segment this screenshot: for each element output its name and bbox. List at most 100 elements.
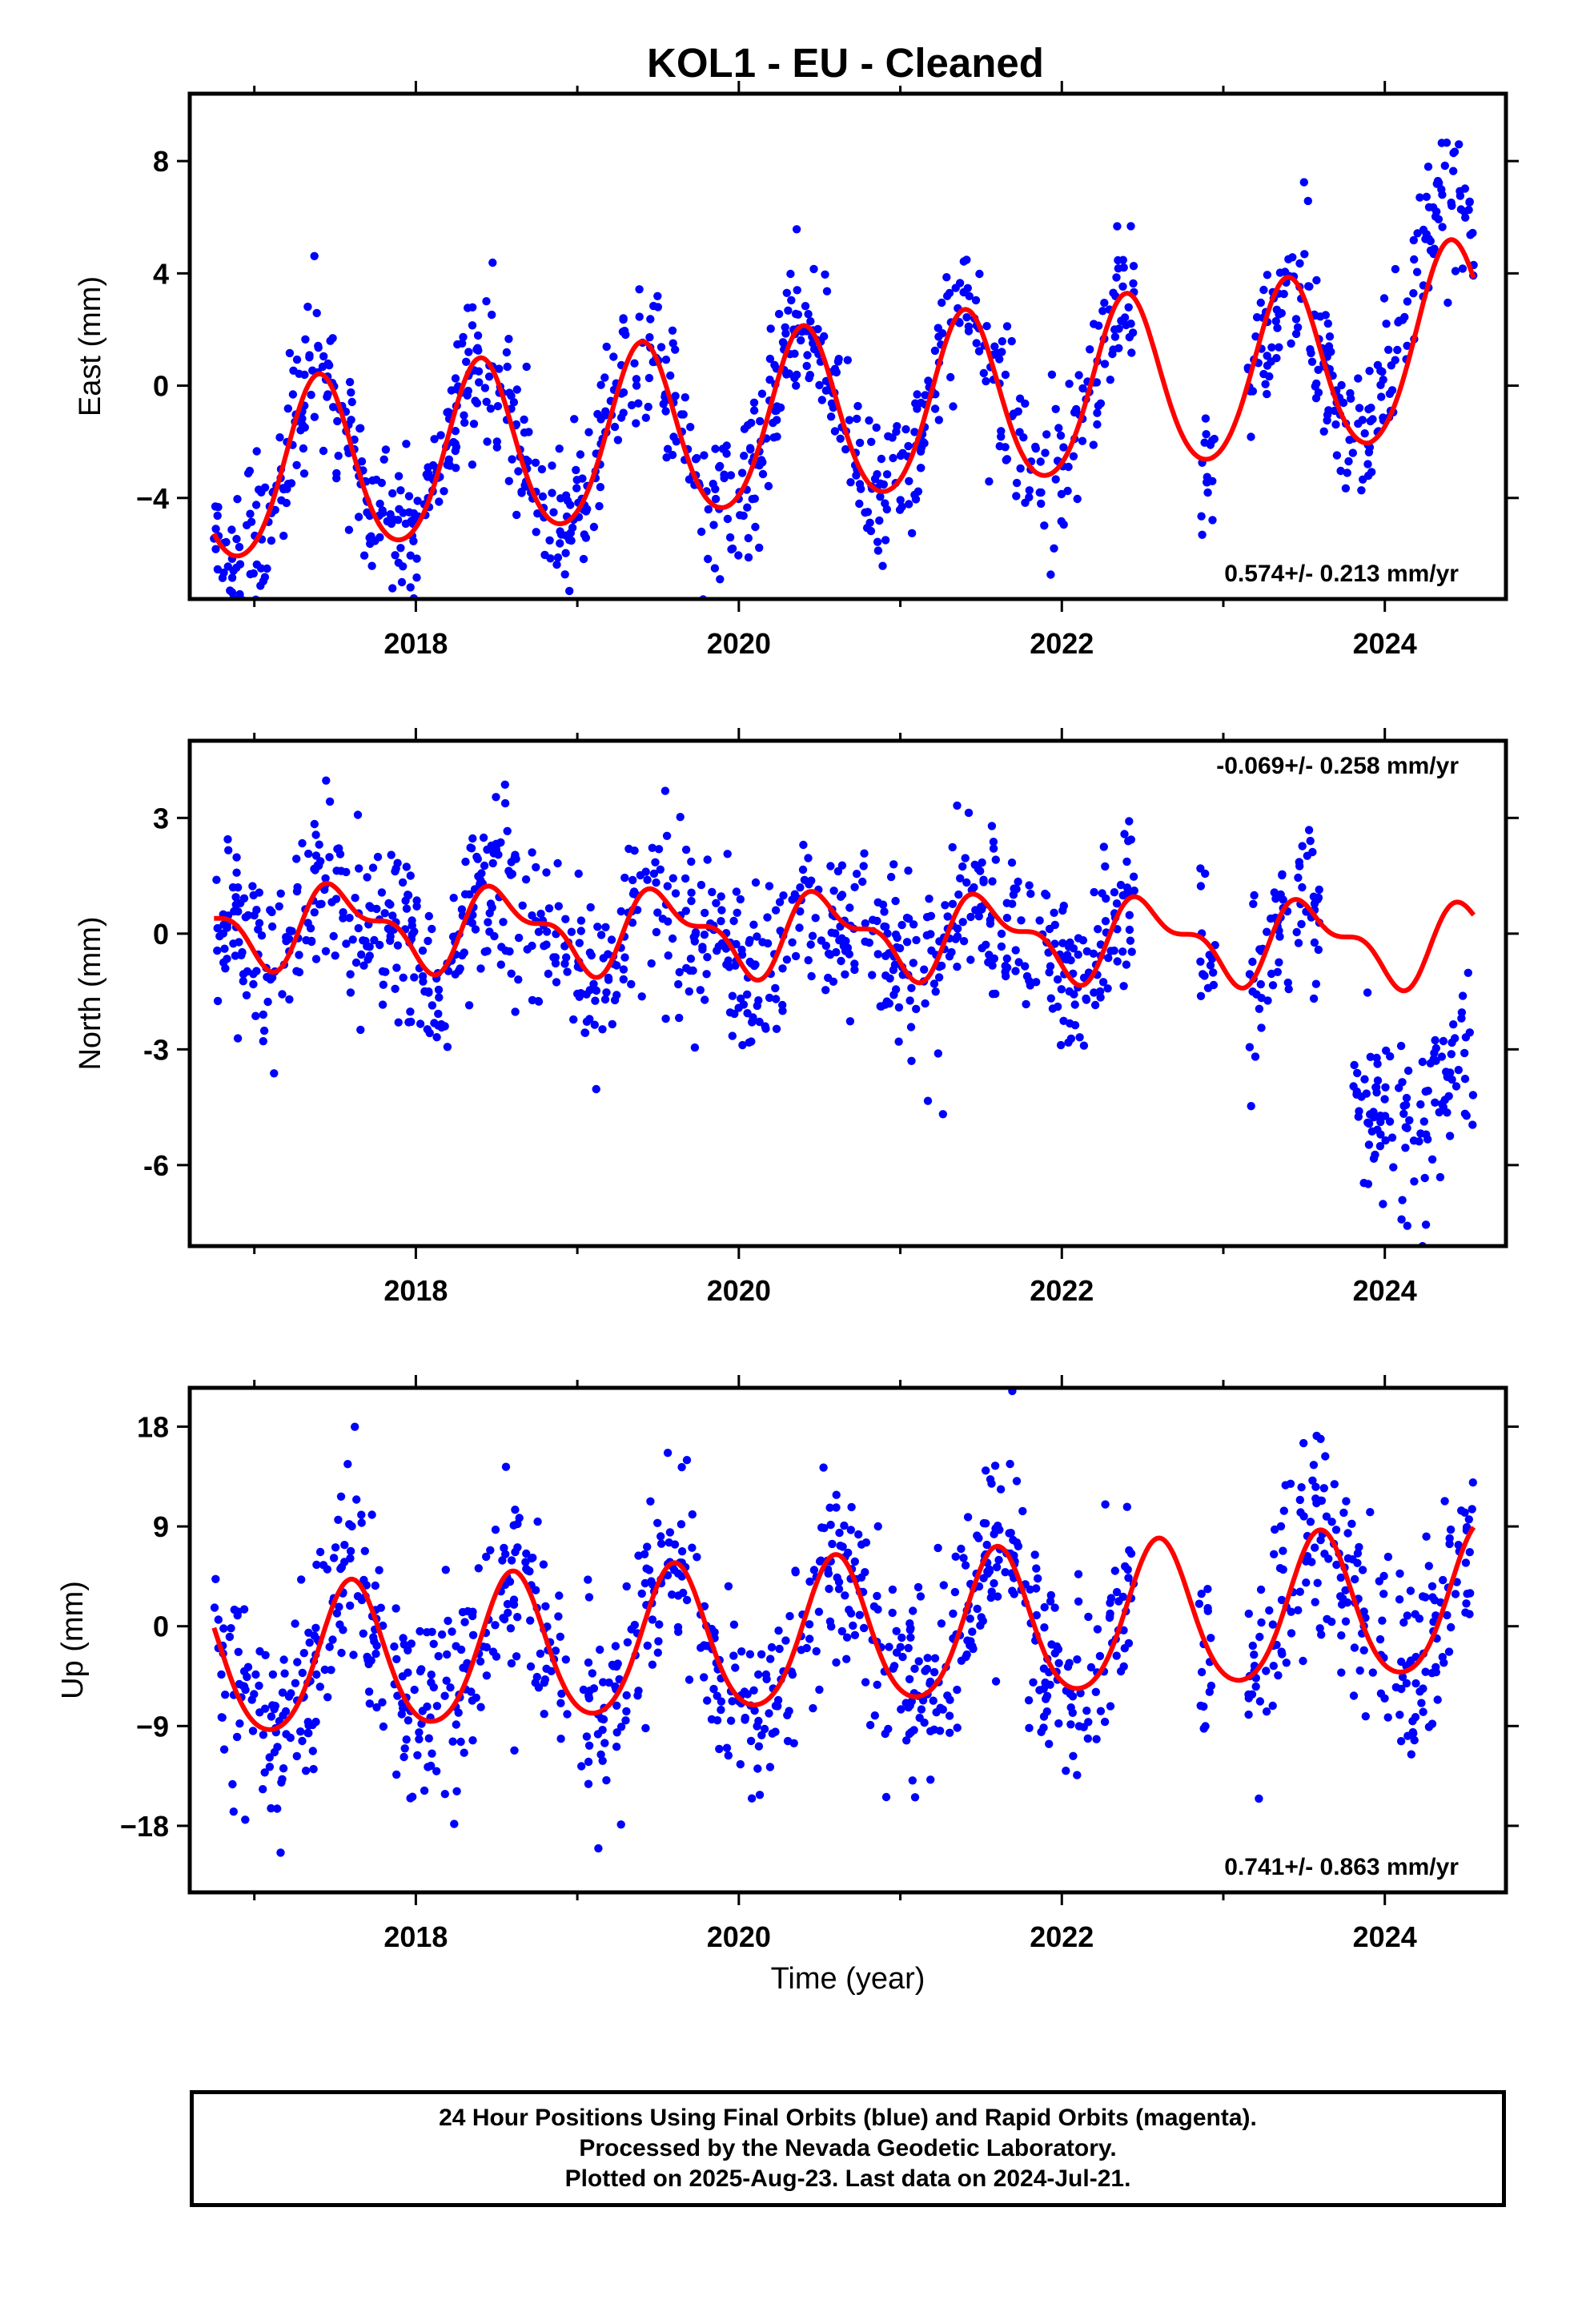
- up-data-point: [376, 1603, 385, 1612]
- up-data-point: [1327, 1518, 1336, 1526]
- north-data-point: [701, 995, 709, 1004]
- east-data-point: [556, 539, 564, 548]
- east-data-point: [549, 508, 558, 517]
- up-data-point: [656, 1532, 665, 1541]
- up-data-point: [888, 1608, 897, 1618]
- east-data-point: [565, 586, 574, 596]
- north-data-point: [503, 826, 512, 836]
- north-data-point: [418, 946, 428, 955]
- north-data-point: [589, 979, 598, 989]
- north-data-point: [930, 979, 939, 988]
- north-data-point: [1014, 958, 1023, 967]
- north-data-point: [342, 867, 351, 877]
- east-data-point: [440, 487, 448, 496]
- north-data-point: [811, 914, 820, 923]
- north-data-point: [861, 937, 869, 947]
- up-data-point: [268, 1670, 278, 1679]
- up-data-point: [1316, 1535, 1325, 1545]
- east-data-point: [635, 285, 644, 294]
- east-data-point: [821, 270, 829, 279]
- north-data-point: [1366, 1052, 1375, 1062]
- east-data-point: [538, 492, 548, 501]
- east-data-points: [210, 139, 1478, 599]
- north-data-point: [966, 955, 975, 964]
- east-data-point: [1089, 440, 1098, 449]
- east-data-point: [1050, 544, 1058, 553]
- east-data-point: [532, 528, 540, 537]
- up-data-point: [729, 1620, 739, 1629]
- up-data-point: [791, 1566, 800, 1575]
- north-data-point: [1122, 857, 1131, 866]
- east-data-point: [744, 553, 753, 562]
- up-data-point: [1410, 1735, 1419, 1745]
- east-data-point: [845, 416, 854, 424]
- east-data-point: [632, 419, 640, 428]
- up-data-point: [746, 1736, 756, 1746]
- east-data-point: [1051, 404, 1060, 413]
- up-data-point: [802, 1643, 811, 1653]
- up-fit-curve: [211, 1526, 1476, 1732]
- up-data-point: [1312, 1431, 1321, 1441]
- north-data-point: [858, 877, 867, 887]
- east-data-point: [366, 539, 375, 549]
- up-data-point: [1339, 1508, 1348, 1518]
- north-data-point: [676, 813, 685, 822]
- up-data-point: [826, 1520, 835, 1530]
- east-data-point: [1110, 332, 1120, 341]
- up-data-point: [1355, 1666, 1364, 1675]
- east-data-point: [905, 476, 913, 485]
- north-data-point: [912, 935, 921, 945]
- up-data-point: [278, 1688, 287, 1697]
- north-data-point: [1350, 1060, 1359, 1070]
- north-data-point: [304, 849, 313, 858]
- north-data-point: [408, 916, 416, 925]
- north-data-point: [664, 951, 673, 960]
- east-data-point: [1051, 475, 1060, 484]
- east-data-point: [259, 577, 268, 585]
- up-data-point: [407, 1639, 416, 1648]
- north-data-point: [771, 983, 780, 993]
- up-data-point: [688, 1543, 697, 1552]
- up-data-point: [1197, 1667, 1207, 1677]
- east-data-point: [765, 376, 774, 384]
- north-data-point: [1075, 1033, 1084, 1042]
- up-data-point: [298, 1736, 307, 1746]
- north-data-point: [962, 878, 971, 887]
- east-data-point: [1443, 298, 1452, 308]
- north-data-point: [1468, 1120, 1477, 1129]
- east-data-point: [1114, 264, 1123, 273]
- north-data-point: [978, 943, 986, 953]
- up-y-tick-label: 9: [153, 1510, 169, 1543]
- up-data-point: [371, 1581, 379, 1590]
- up-data-point: [914, 1657, 923, 1666]
- north-data-point: [351, 958, 361, 967]
- north-data-point: [499, 918, 508, 927]
- up-data-point: [754, 1742, 764, 1751]
- north-data-point: [361, 936, 370, 946]
- up-data-point: [1047, 1640, 1056, 1649]
- east-data-point: [681, 393, 689, 402]
- north-data-point: [521, 875, 531, 884]
- north-data-point: [1090, 988, 1098, 997]
- north-data-point: [648, 843, 656, 853]
- east-data-point: [1367, 468, 1376, 476]
- up-data-point: [1366, 1508, 1375, 1517]
- up-data-point: [904, 1643, 913, 1653]
- up-data-point: [849, 1621, 857, 1630]
- east-data-point: [792, 225, 801, 234]
- east-data-point: [889, 453, 897, 463]
- up-data-point: [1039, 1684, 1049, 1693]
- east-data-point: [870, 474, 880, 484]
- up-data-point: [1042, 1707, 1052, 1716]
- up-data-point: [737, 1647, 746, 1656]
- north-data-point: [943, 912, 952, 921]
- up-data-point: [482, 1552, 491, 1562]
- up-data-point: [1255, 1632, 1264, 1642]
- north-data-point: [359, 961, 368, 970]
- north-data-point: [1420, 1173, 1429, 1183]
- east-data-point: [375, 499, 384, 509]
- north-data-point: [388, 911, 397, 920]
- up-data-point: [920, 1718, 929, 1727]
- up-data-point: [1407, 1750, 1416, 1759]
- east-data-point: [1410, 255, 1419, 264]
